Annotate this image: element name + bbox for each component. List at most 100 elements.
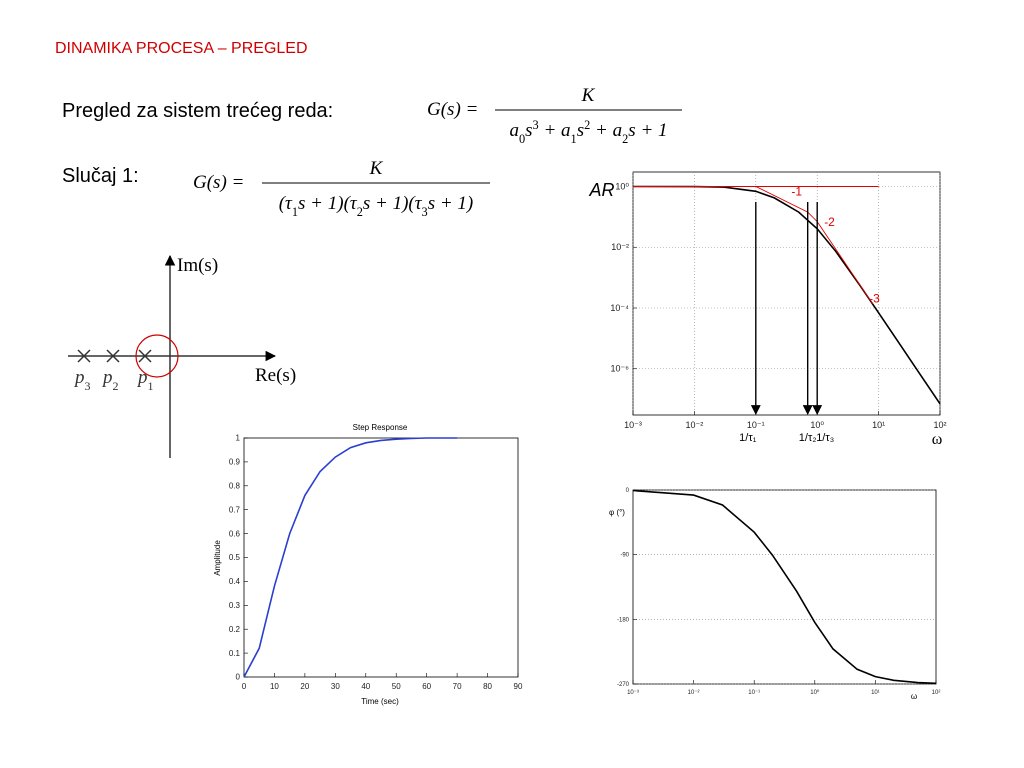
y-tick-label: 10⁻⁶: [611, 364, 630, 374]
formula-numerator: K: [369, 158, 384, 179]
x-tick-label: 30: [331, 682, 340, 691]
formula-token: + a: [539, 120, 571, 141]
pole-label: p3: [73, 367, 91, 393]
pole-sub: 3: [85, 379, 91, 393]
x-tick-label: 10⁻²: [688, 690, 700, 696]
x-tick-label: 80: [483, 682, 492, 691]
formula-numerator: K: [581, 85, 596, 106]
formula-lhs: G(s) =: [193, 172, 244, 193]
x-tick-label: 10⁻¹: [747, 420, 765, 430]
y-tick-label: -270: [617, 682, 630, 688]
x-tick-label: 10⁰: [810, 689, 820, 696]
series-line: [632, 489, 937, 685]
x-tick-label: 10⁻³: [624, 420, 642, 430]
pole-base: p: [73, 367, 85, 388]
formula-token: + a: [590, 120, 622, 141]
x-tick-label: 20: [300, 682, 309, 691]
y-tick-label: 0: [236, 673, 241, 682]
y-axis-label: φ (°): [609, 508, 625, 517]
x-axis-label: ω: [932, 431, 943, 448]
pole-plot: [68, 254, 277, 458]
formula-token: 3: [533, 118, 539, 132]
y-tick-label: 0: [626, 488, 630, 494]
pole-sub: 2: [113, 379, 119, 393]
y-tick-label: 0.2: [229, 625, 241, 634]
y-tick-label: -180: [617, 617, 630, 623]
y-tick-label: 1: [236, 434, 241, 443]
x-axis-label: ω: [911, 692, 917, 701]
formula-token: s + 1): [428, 193, 474, 214]
intro-text: Pregled za sistem trećeg reda:: [62, 100, 333, 122]
slope-label: -3: [869, 292, 880, 306]
corner-label: 1/τ₃: [816, 432, 834, 444]
formula-token: 1: [571, 132, 577, 146]
y-tick-label: 0.8: [229, 481, 241, 490]
formula-token: 2: [584, 118, 590, 132]
pole-label: p1: [136, 367, 154, 393]
x-tick-label: 10: [270, 682, 279, 691]
y-tick-label: 0.3: [229, 601, 241, 610]
y-axis-label: AR: [588, 180, 614, 200]
formula-token: s: [525, 120, 532, 141]
slide-title: DINAMIKA PROCESA – PREGLED: [55, 40, 308, 57]
x-axis-label: Time (sec): [361, 697, 399, 706]
x-tick-label: 70: [453, 682, 462, 691]
y-tick-label: 0.5: [229, 553, 241, 562]
y-tick-label: 10⁻²: [611, 242, 629, 252]
imag-label: Im(s): [177, 255, 218, 276]
y-tick-label: 0.9: [229, 458, 241, 467]
pole-base: p: [101, 367, 113, 388]
plot-area: [632, 489, 937, 685]
formula-token: s + 1)(τ: [363, 193, 423, 214]
pole-sub: 1: [148, 379, 154, 393]
formula-token: s + 1: [628, 120, 667, 141]
x-tick-label: 10¹: [872, 420, 885, 430]
y-tick-label: 0.6: [229, 529, 241, 538]
y-tick-label: 0.7: [229, 505, 241, 514]
x-tick-label: 60: [422, 682, 431, 691]
x-tick-label: 10²: [932, 690, 941, 696]
chart-title: Step Response: [353, 423, 408, 432]
pole-label: p2: [101, 367, 119, 393]
y-tick-label: 0.1: [229, 649, 241, 658]
x-tick-label: 40: [361, 682, 370, 691]
formula-token: 2: [622, 132, 628, 146]
formula-denominator: a0s3 + a1s2 + a2s + 1: [509, 118, 667, 146]
corner-label: 1/τ₁: [739, 432, 757, 444]
formula-denominator: (τ1s + 1)(τ2s + 1)(τ3s + 1): [279, 193, 474, 219]
plot-area: [243, 437, 519, 678]
pole-base: p: [136, 367, 148, 388]
y-tick-label: -90: [620, 553, 629, 559]
plot-area: [632, 171, 941, 416]
slope-label: -2: [824, 215, 835, 229]
formula-token: 1: [292, 205, 298, 219]
y-tick-label: 0.4: [229, 577, 241, 586]
case-text: Slučaj 1:: [62, 165, 139, 187]
formula-token: a: [509, 120, 519, 141]
formula-token: 3: [422, 205, 428, 219]
formula-token: (τ: [279, 193, 293, 214]
formula-token: 0: [519, 132, 525, 146]
x-tick-label: 50: [392, 682, 401, 691]
formula-token: s: [577, 120, 584, 141]
real-label: Re(s): [255, 365, 296, 386]
series-line: [243, 437, 458, 678]
x-tick-label: 90: [514, 682, 523, 691]
y-axis-label: Amplitude: [213, 540, 222, 576]
x-tick-label: 10²: [933, 420, 946, 430]
formula-token: 2: [357, 205, 363, 219]
y-tick-label: 10⁰: [615, 181, 629, 191]
slope-label: -1: [791, 185, 802, 199]
formula-lhs: G(s) =: [427, 99, 478, 120]
x-tick-label: 10⁻¹: [748, 690, 760, 696]
corner-label: 1/τ₂: [799, 432, 817, 444]
y-tick-label: 10⁻⁴: [610, 303, 629, 313]
x-tick-label: 10⁰: [810, 420, 824, 430]
x-tick-label: 0: [242, 682, 247, 691]
x-tick-label: 10⁻³: [627, 690, 639, 696]
pole-crosses: [77, 349, 152, 363]
x-tick-label: 10⁻²: [686, 420, 704, 430]
formula-token: s + 1)(τ: [298, 193, 358, 214]
x-tick-label: 10¹: [871, 690, 880, 696]
